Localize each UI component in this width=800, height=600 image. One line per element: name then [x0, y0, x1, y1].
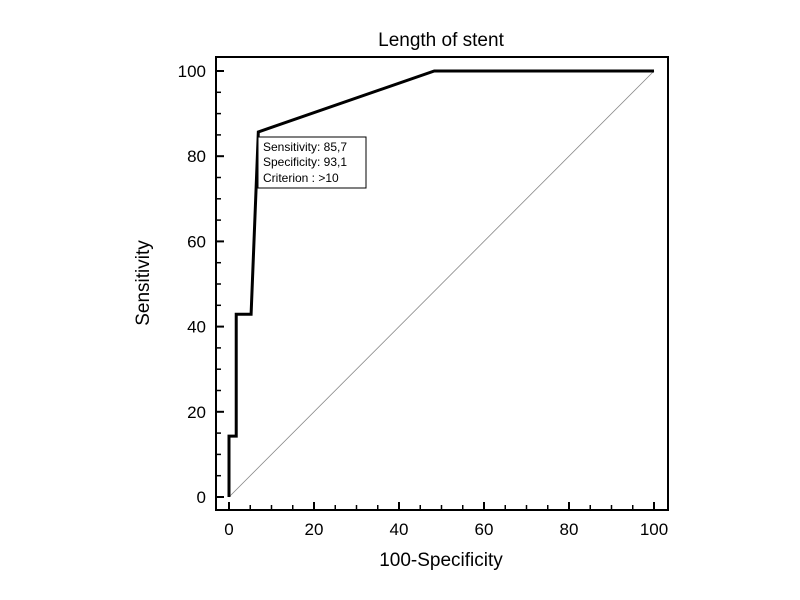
y-axis-ticks: 0 20 40 60 80 100 [178, 62, 224, 507]
y-axis-label: Sensitivity [133, 240, 154, 326]
annotation-sensitivity: Sensitivity: 85,7 [263, 140, 347, 154]
y-tick-label: 40 [187, 318, 206, 337]
x-tick-label: 20 [305, 520, 324, 539]
chart-title: Length of stent [378, 30, 504, 51]
y-tick-label: 80 [187, 147, 206, 166]
x-tick-label: 40 [390, 520, 409, 539]
y-tick-label: 0 [197, 488, 206, 507]
x-tick-label: 80 [560, 520, 579, 539]
annotation-specificity: Specificity: 93,1 [263, 155, 347, 169]
x-tick-label: 60 [475, 520, 494, 539]
annotation-criterion: Criterion : >10 [263, 171, 339, 185]
x-axis-label: 100-Specificity [379, 550, 503, 571]
x-axis-ticks: 0 20 40 60 80 100 [224, 502, 668, 539]
y-tick-label: 60 [187, 232, 206, 251]
roc-curve-line [227, 69, 654, 497]
x-tick-label: 100 [640, 520, 668, 539]
annotation-box [257, 136, 367, 189]
reference-diagonal-line [228, 70, 655, 498]
y-tick-label: 20 [187, 403, 206, 422]
criterion-annotation: Sensitivity: 85,7 Specificity: 93,1 Crit… [257, 136, 367, 189]
x-tick-label: 0 [224, 520, 233, 539]
y-tick-label: 100 [178, 62, 206, 81]
